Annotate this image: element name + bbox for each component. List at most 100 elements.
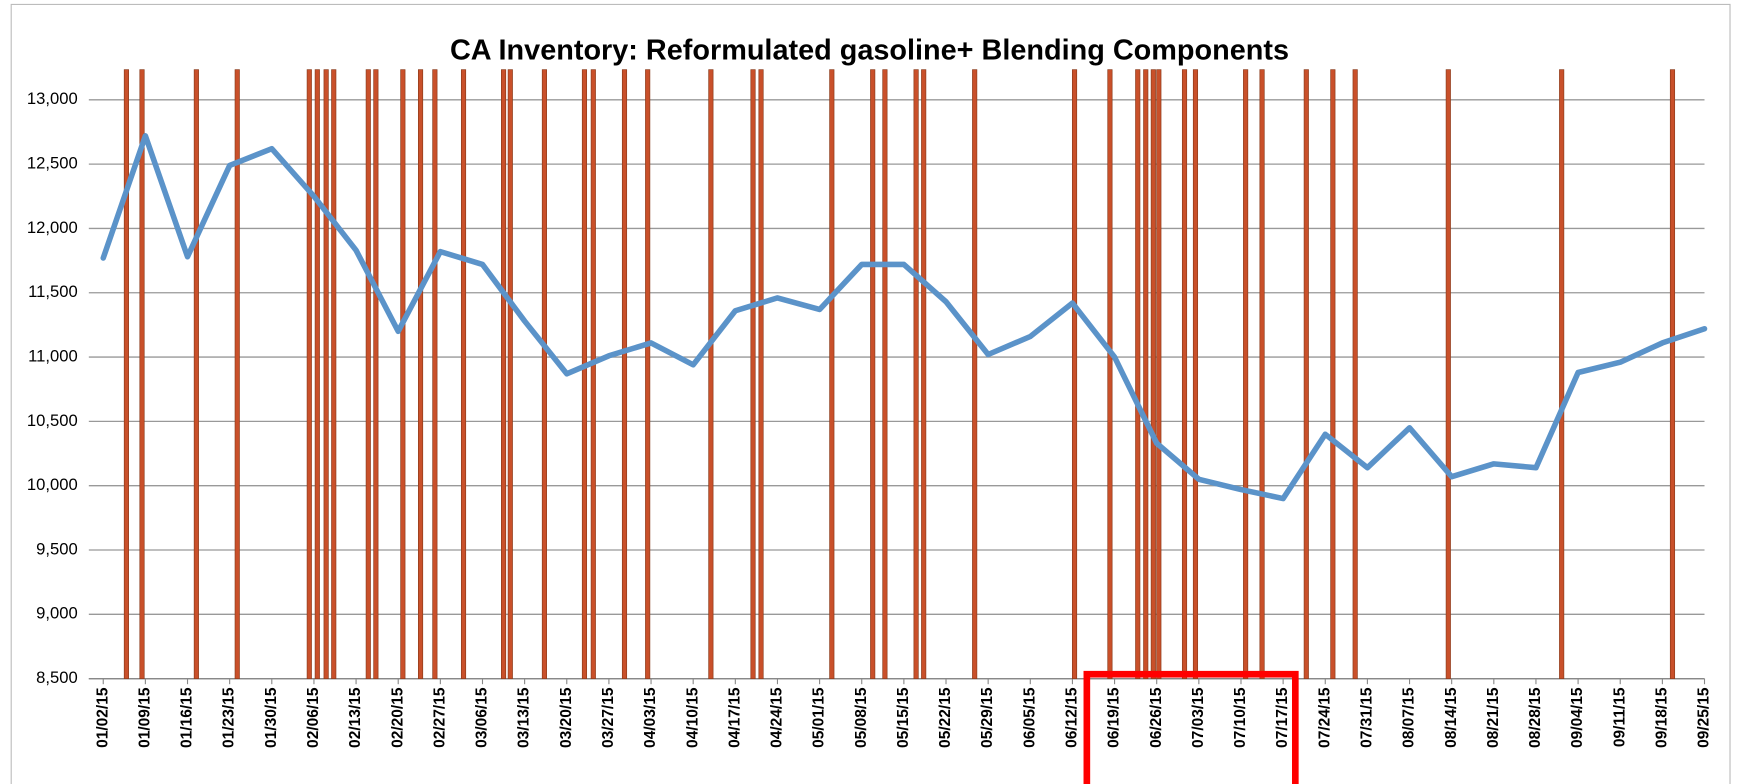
event-marker bbox=[1156, 69, 1162, 679]
x-tick-label: 06/26/15 bbox=[1148, 687, 1165, 748]
x-tick-label: 01/09/15 bbox=[136, 687, 153, 748]
y-tick-label: 10,500 bbox=[27, 411, 78, 430]
event-marker bbox=[1150, 69, 1156, 679]
y-tick-label: 13,000 bbox=[27, 89, 78, 108]
x-tick-label: 07/17/15 bbox=[1274, 687, 1291, 748]
x-tick-label: 09/11/15 bbox=[1611, 687, 1628, 747]
series-line bbox=[100, 133, 1708, 502]
event-marker bbox=[913, 69, 919, 679]
x-tick-label: 07/10/15 bbox=[1232, 687, 1249, 748]
x-tick-label: 04/03/15 bbox=[642, 687, 659, 748]
event-marker bbox=[882, 69, 888, 679]
x-tick-label: 05/01/15 bbox=[811, 687, 828, 748]
event-marker bbox=[123, 69, 129, 679]
x-tick-label: 04/17/15 bbox=[726, 687, 743, 748]
x-tick-label: 01/23/15 bbox=[221, 687, 238, 748]
event-marker bbox=[365, 69, 371, 679]
x-tick-label: 01/30/15 bbox=[263, 687, 280, 748]
event-marker bbox=[541, 69, 547, 679]
event-marker bbox=[590, 69, 596, 679]
event-marker bbox=[1352, 69, 1358, 679]
x-tick-label: 04/10/15 bbox=[684, 687, 701, 748]
y-tick-label: 8,500 bbox=[36, 668, 78, 687]
x-tick-label: 08/21/15 bbox=[1485, 687, 1502, 748]
y-tick-label: 9,000 bbox=[36, 604, 78, 623]
x-tick-label: 03/13/15 bbox=[516, 687, 533, 748]
event-marker bbox=[870, 69, 876, 679]
x-tick-label: 09/25/15 bbox=[1696, 687, 1713, 748]
x-tick-label: 02/27/15 bbox=[431, 687, 448, 748]
event-marker bbox=[432, 69, 438, 679]
event-marker bbox=[400, 69, 406, 679]
x-tick-label: 01/02/15 bbox=[94, 687, 111, 748]
chart-title: CA Inventory: Reformulated gasoline+ Ble… bbox=[450, 35, 1289, 67]
x-tick-label: 05/29/15 bbox=[979, 687, 996, 748]
event-marker bbox=[1243, 69, 1249, 679]
event-marker bbox=[234, 69, 240, 679]
event-marker bbox=[331, 69, 337, 679]
event-marker bbox=[1330, 69, 1336, 679]
x-tick-label: 06/05/15 bbox=[1021, 687, 1038, 748]
event-marker bbox=[501, 69, 507, 679]
event-marker bbox=[417, 69, 424, 679]
x-tick-label: 05/22/15 bbox=[937, 687, 954, 748]
event-marker bbox=[1303, 69, 1309, 679]
x-tick-label: 07/03/15 bbox=[1190, 687, 1207, 748]
y-tick-label: 11,500 bbox=[28, 282, 78, 301]
x-tick-label: 06/12/15 bbox=[1064, 687, 1081, 748]
event-marker bbox=[645, 69, 651, 679]
x-tick-label: 06/19/15 bbox=[1106, 687, 1123, 748]
x-tick-label: 03/20/15 bbox=[558, 687, 575, 748]
x-tick-label: 08/07/15 bbox=[1401, 687, 1418, 748]
event-marker bbox=[323, 69, 329, 679]
x-tick-label: 04/24/15 bbox=[769, 687, 786, 748]
event-marker bbox=[314, 69, 320, 679]
y-tick-label: 11,000 bbox=[28, 346, 78, 365]
event-marker bbox=[1259, 69, 1265, 679]
event-marker bbox=[1559, 69, 1565, 679]
event-marker bbox=[507, 69, 513, 679]
event-marker bbox=[1107, 69, 1113, 679]
event-marker bbox=[139, 69, 145, 679]
event-marker bbox=[829, 69, 835, 679]
x-tick-label: 07/24/15 bbox=[1316, 687, 1333, 748]
x-tick-label: 03/27/15 bbox=[600, 687, 617, 748]
event-marker bbox=[1143, 69, 1149, 679]
y-tick-label: 12,000 bbox=[27, 218, 78, 237]
x-tick-label: 02/13/15 bbox=[347, 687, 364, 748]
x-tick-label: 05/08/15 bbox=[853, 687, 870, 748]
event-marker bbox=[1192, 69, 1199, 679]
x-tick-label: 07/31/15 bbox=[1358, 687, 1375, 748]
event-marker bbox=[758, 69, 764, 679]
x-tick-label: 09/18/15 bbox=[1653, 687, 1670, 748]
y-tick-label: 9,500 bbox=[36, 539, 78, 558]
event-marker bbox=[972, 69, 978, 679]
event-marker bbox=[621, 69, 628, 679]
event-marker bbox=[306, 69, 312, 679]
event-marker bbox=[460, 69, 467, 679]
x-tick-label: 03/06/15 bbox=[474, 687, 491, 748]
y-tick-label: 10,000 bbox=[27, 475, 78, 494]
event-marker bbox=[193, 69, 199, 679]
event-marker bbox=[921, 69, 927, 679]
event-marker bbox=[708, 69, 714, 679]
x-tick-label: 02/06/15 bbox=[305, 687, 322, 748]
y-tick-label: 12,500 bbox=[27, 154, 78, 173]
event-marker bbox=[373, 69, 379, 679]
event-marker bbox=[1135, 69, 1141, 679]
x-tick-label: 01/16/15 bbox=[179, 687, 196, 748]
event-marker bbox=[750, 69, 756, 679]
x-tick-label: 09/04/15 bbox=[1569, 687, 1586, 748]
chart-frame bbox=[10, 3, 1731, 784]
x-tick-label: 02/20/15 bbox=[389, 687, 406, 748]
event-marker bbox=[1071, 69, 1078, 679]
event-marker bbox=[581, 69, 588, 679]
highlight-box bbox=[1083, 670, 1299, 784]
event-marker bbox=[1669, 69, 1676, 679]
x-tick-label: 08/28/15 bbox=[1527, 687, 1544, 748]
x-tick-label: 08/14/15 bbox=[1443, 687, 1460, 748]
event-marker bbox=[1445, 69, 1451, 679]
x-tick-label: 05/15/15 bbox=[895, 687, 912, 748]
event-marker bbox=[1181, 69, 1188, 679]
